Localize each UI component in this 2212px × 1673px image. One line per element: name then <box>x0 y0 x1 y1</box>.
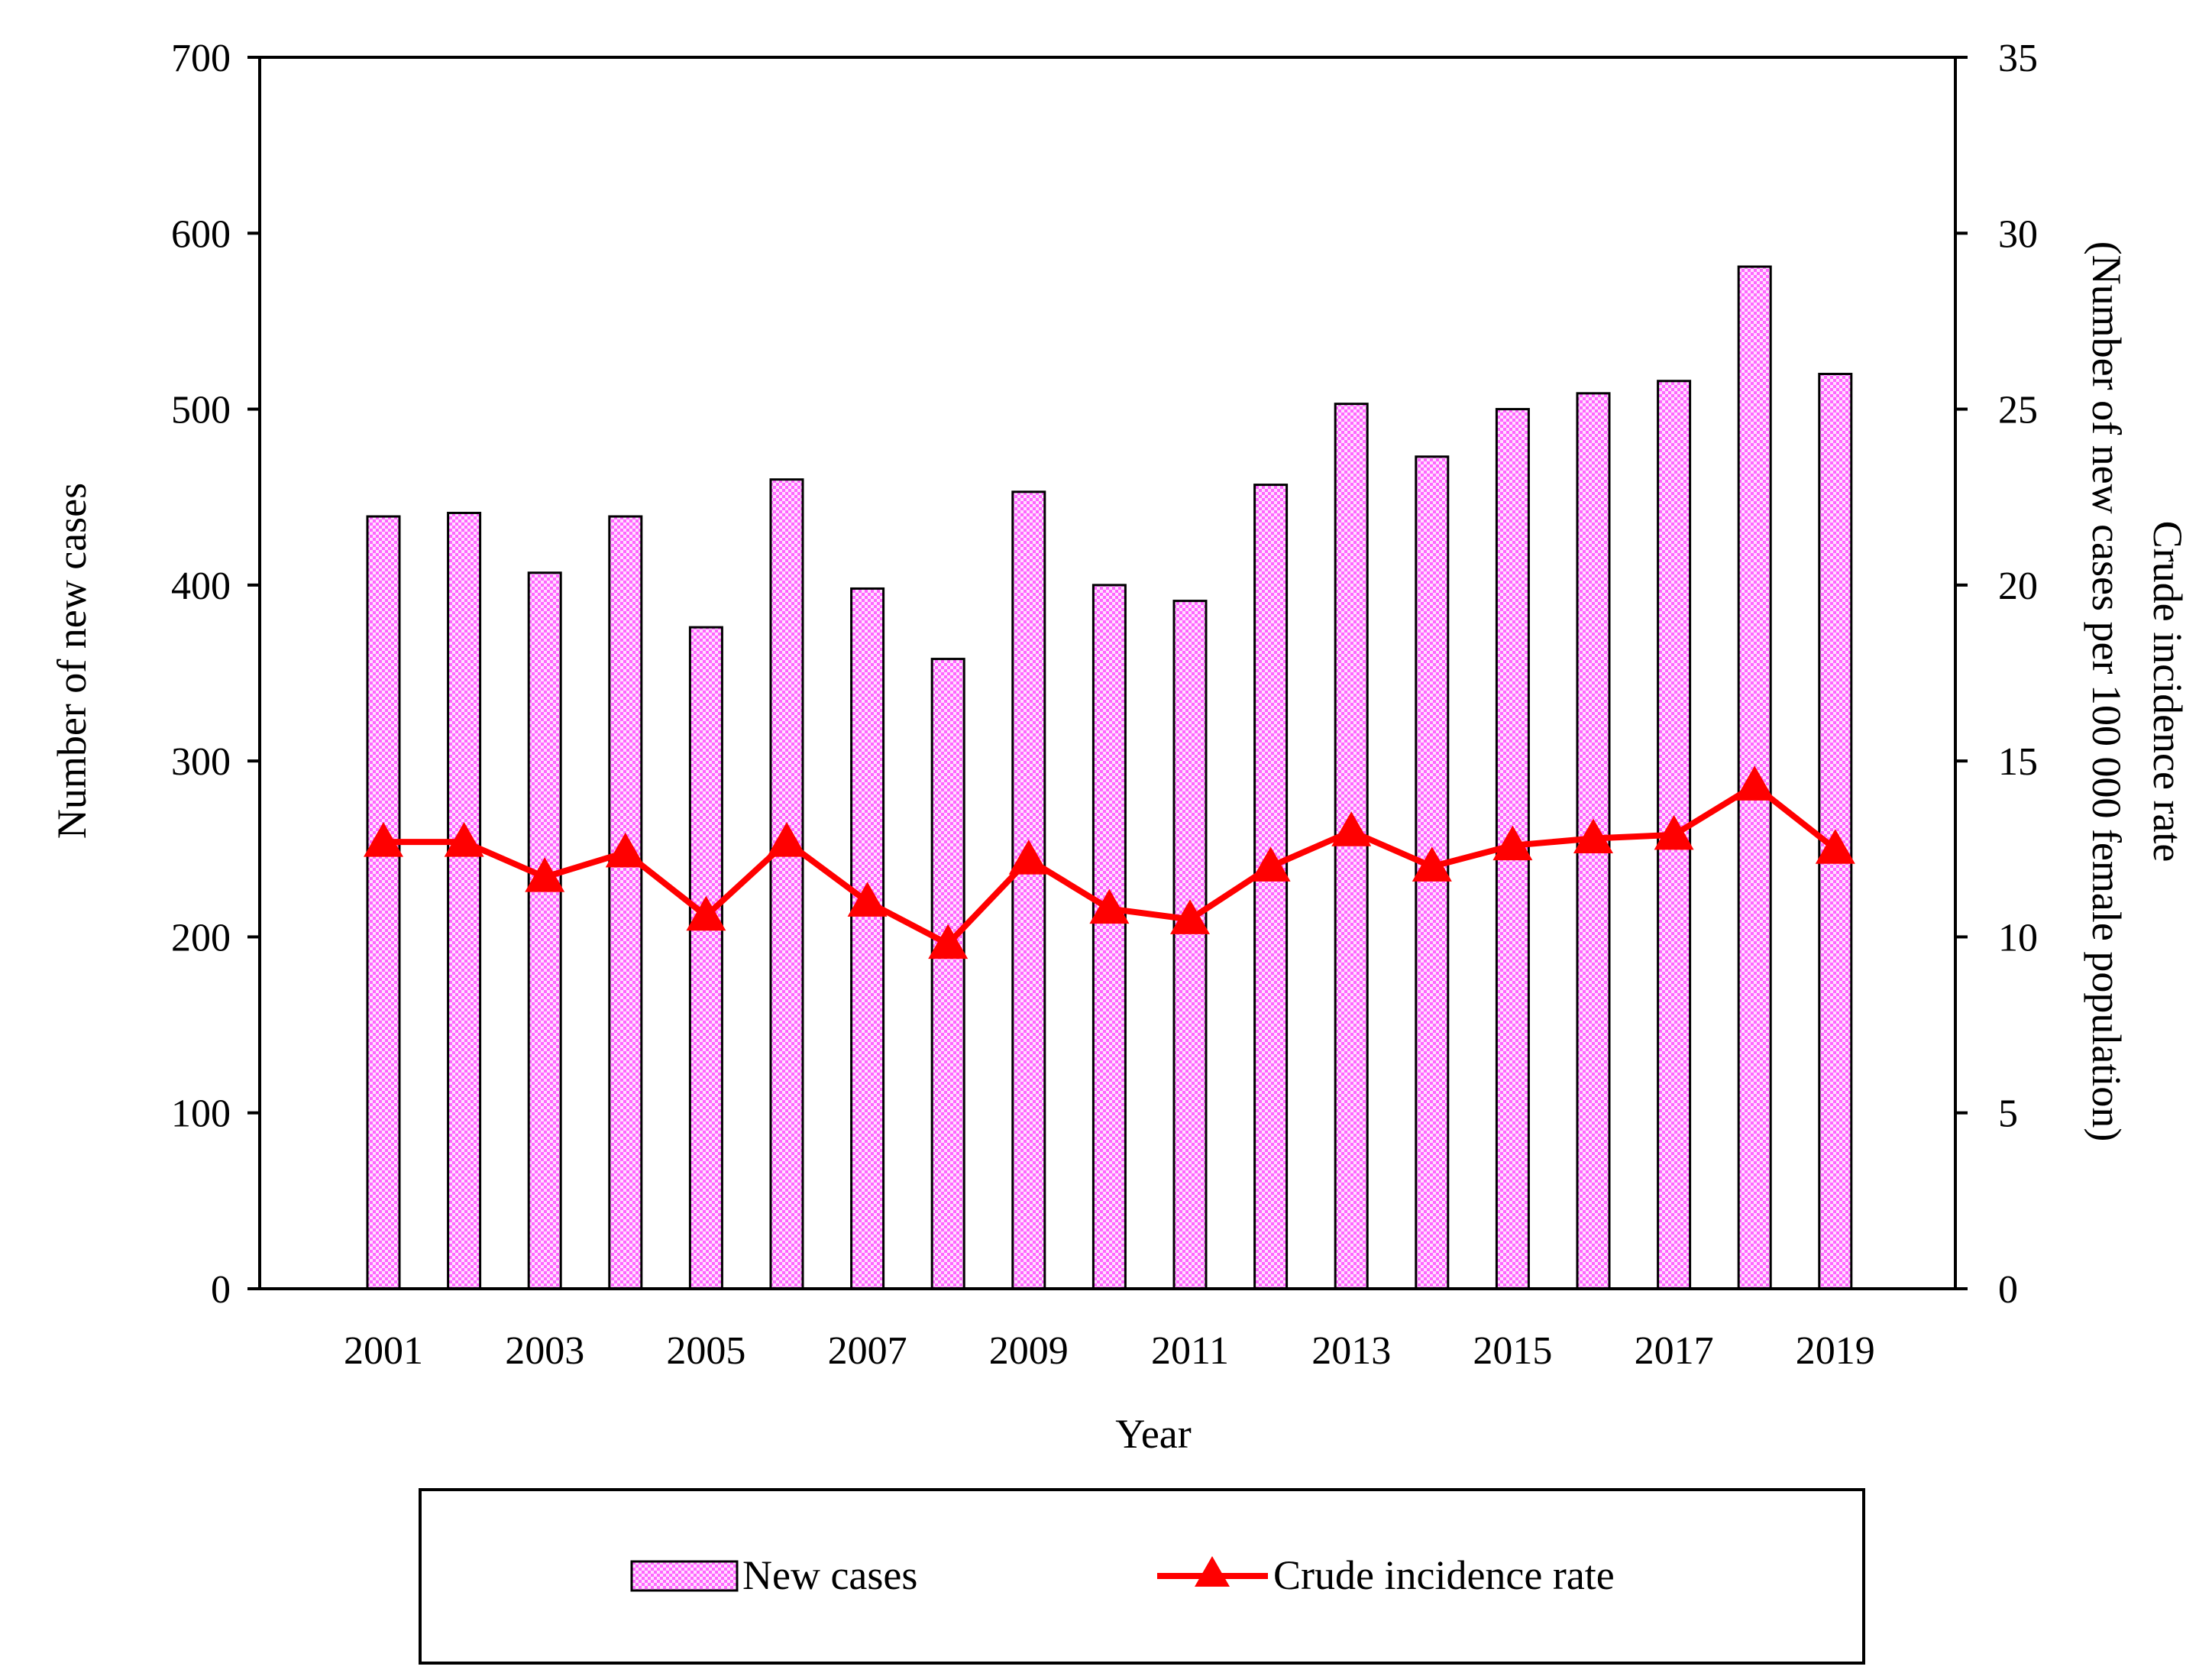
incidence-marker-2005 <box>686 895 726 931</box>
bar-2008 <box>930 658 965 1290</box>
incidence-marker-2007 <box>847 882 888 917</box>
left-tick-label: 500 <box>171 389 231 432</box>
incidence-marker-2018 <box>1735 765 1775 801</box>
legend-marker-incidence <box>1195 1556 1230 1587</box>
right-axis-ticks: 0 5 10 15 20 25 30 35 <box>1955 37 2038 1312</box>
line-layer <box>364 765 1855 959</box>
incidence-marker-2006 <box>767 822 807 857</box>
x-tick-label: 2007 <box>828 1329 907 1373</box>
incidence-marker-2001 <box>364 822 403 857</box>
right-tick-label: 5 <box>1998 1092 2018 1136</box>
right-tick-label: 30 <box>1998 212 2038 256</box>
incidence-marker-2011 <box>1170 899 1210 934</box>
right-tick-label: 25 <box>1998 389 2038 432</box>
incidence-marker-2017 <box>1654 814 1694 850</box>
bar-2005 <box>688 626 723 1290</box>
x-tick-label: 2005 <box>666 1329 745 1373</box>
left-tick-label: 600 <box>171 212 231 256</box>
incidence-marker-2013 <box>1331 811 1372 846</box>
x-tick-label: 2019 <box>1796 1329 1875 1373</box>
right-tick-label: 0 <box>1998 1268 2018 1312</box>
right-tick-label: 35 <box>1998 37 2038 80</box>
x-tick-label: 2009 <box>989 1329 1069 1373</box>
x-tick-label: 2015 <box>1473 1329 1552 1373</box>
incidence-marker-2019 <box>1815 829 1855 864</box>
bar-2004 <box>608 515 643 1290</box>
bar-2013 <box>1334 403 1369 1290</box>
left-axis-ticks: 0 100 200 300 400 500 600 700 <box>171 37 260 1312</box>
x-axis-ticks: 2001 2003 2005 2007 2009 2011 2013 2015 2017 2019 <box>344 1329 1875 1373</box>
legend-label-new-cases: New cases <box>742 1552 917 1598</box>
bar-2006 <box>769 478 804 1290</box>
left-tick-label: 100 <box>171 1092 231 1136</box>
bar-2002 <box>447 511 482 1290</box>
right-axis-title-line2: (Number of new cases per 100 000 female … <box>2084 241 2130 1142</box>
bars-layer <box>366 265 1853 1290</box>
incidence-marker-2004 <box>605 832 645 868</box>
bar-2012 <box>1253 484 1289 1290</box>
right-axis-title-line1: Crude incidence rate <box>2145 521 2191 862</box>
incidence-marker-2010 <box>1089 888 1130 924</box>
x-tick-label: 2017 <box>1635 1329 1714 1373</box>
incidence-marker-2008 <box>928 924 969 959</box>
bar-2011 <box>1172 600 1208 1290</box>
x-tick-label: 2003 <box>505 1329 584 1373</box>
bar-2003 <box>527 571 562 1290</box>
left-axis-title: Number of new cases <box>49 483 95 839</box>
x-tick-label: 2011 <box>1151 1329 1229 1373</box>
x-tick-label: 2013 <box>1311 1329 1391 1373</box>
legend: New cases Crude incidence rate <box>419 1488 1865 1665</box>
left-tick-label: 700 <box>171 37 231 80</box>
legend-label-incidence: Crude incidence rate <box>1273 1552 1615 1598</box>
incidence-marker-2016 <box>1573 818 1613 853</box>
plot-frame <box>258 56 1957 1290</box>
incidence-marker-2012 <box>1250 846 1291 882</box>
left-tick-label: 200 <box>171 916 231 959</box>
incidence-marker-2002 <box>444 822 484 857</box>
legend-swatch-new-cases <box>630 1560 739 1592</box>
incidence-marker-2015 <box>1492 825 1533 861</box>
incidence-marker-2003 <box>525 857 565 892</box>
bar-2009 <box>1011 490 1046 1290</box>
left-tick-label: 400 <box>171 565 231 608</box>
x-tick-label: 2001 <box>344 1329 423 1373</box>
bar-2007 <box>850 587 885 1290</box>
right-tick-label: 15 <box>1998 740 2038 784</box>
left-tick-label: 300 <box>171 740 231 784</box>
incidence-marker-2009 <box>1008 840 1049 875</box>
bar-2010 <box>1091 584 1127 1290</box>
right-tick-label: 10 <box>1998 916 2038 959</box>
left-tick-label: 0 <box>211 1268 231 1312</box>
bar-2001 <box>366 515 401 1290</box>
incidence-marker-2014 <box>1412 846 1452 882</box>
right-tick-label: 20 <box>1998 565 2038 608</box>
x-axis-title: Year <box>1115 1411 1192 1457</box>
